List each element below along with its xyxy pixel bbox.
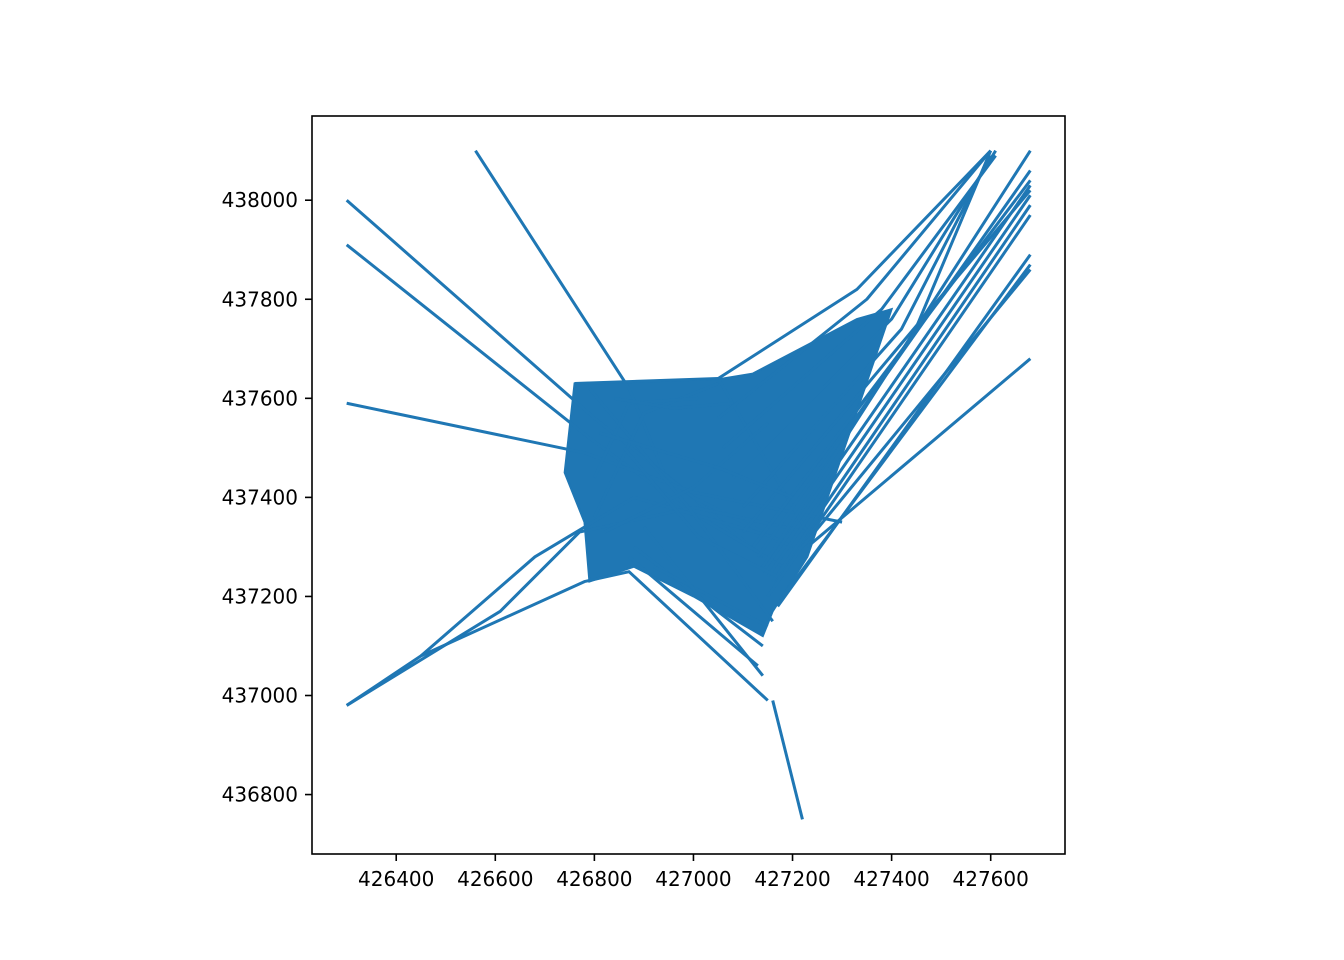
- series-line-2: [345, 199, 794, 549]
- series-line-27: [751, 179, 1032, 548]
- y-tick-label: 437800: [222, 287, 298, 311]
- series-line-1: [474, 149, 764, 558]
- x-tick-label: 427400: [853, 867, 929, 891]
- series-line-4: [346, 401, 843, 524]
- y-tick-label: 436800: [222, 783, 298, 807]
- y-tick-label: 438000: [222, 188, 298, 212]
- series-line-33: [593, 382, 719, 518]
- series-line-18: [756, 169, 1032, 558]
- series-line-8: [420, 495, 774, 658]
- series-line-29: [628, 555, 759, 667]
- series-line-10: [588, 387, 774, 623]
- series-line-15: [741, 154, 993, 509]
- series-line-32: [642, 526, 764, 677]
- series-line-38: [598, 431, 794, 499]
- plot-frame: [311, 115, 1066, 855]
- series-line-12: [717, 149, 992, 420]
- y-tick-label: 437400: [222, 485, 298, 509]
- series-line-21: [771, 204, 1032, 583]
- series-line-22: [766, 214, 1032, 598]
- series-line-19: [761, 184, 1032, 573]
- y-tick-label: 437200: [222, 584, 298, 608]
- series-line-6: [345, 570, 769, 707]
- y-tick-label: 437000: [222, 684, 298, 708]
- series-line-36: [603, 421, 769, 534]
- series-line-28: [741, 189, 1032, 534]
- x-tick-label: 427600: [953, 867, 1029, 891]
- series-line-35: [613, 396, 734, 410]
- series-line-14: [732, 149, 997, 479]
- series-line-31: [653, 565, 769, 628]
- series-line-13: [722, 154, 997, 449]
- series-line-37: [622, 446, 779, 578]
- x-tick-label: 427200: [754, 867, 830, 891]
- y-tick-label: 437600: [222, 386, 298, 410]
- x-tick-label: 426400: [358, 867, 434, 891]
- series-line-25: [801, 268, 1032, 548]
- x-axis: 426400 426600 426800 427000 427200 427400 4276…: [358, 854, 1029, 891]
- series-line-20: [766, 194, 1032, 578]
- series-line-7: [771, 700, 804, 820]
- series-line-11: [717, 149, 992, 380]
- x-tick-label: 427000: [655, 867, 731, 891]
- y-axis: 436800 437000 437200 437400 437600 437800 4380…: [222, 188, 312, 807]
- series-line-26: [806, 357, 1032, 549]
- x-tick-label: 426800: [556, 867, 632, 891]
- series-line-34: [593, 396, 699, 479]
- x-tick-label: 426600: [457, 867, 533, 891]
- plot-area: [345, 149, 1032, 820]
